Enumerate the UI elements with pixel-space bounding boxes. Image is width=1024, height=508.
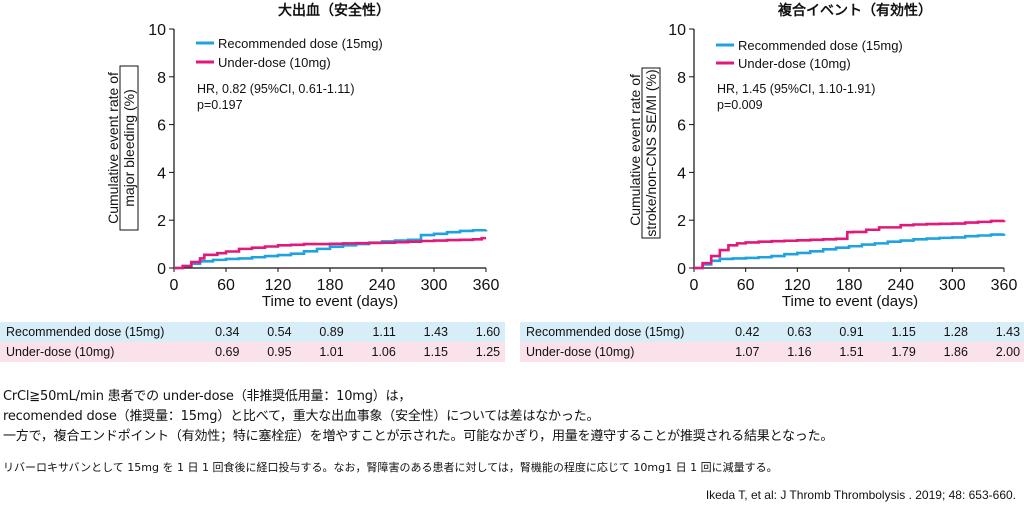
table-cell: 0.34: [215, 325, 240, 339]
table-cell: 1.01: [319, 345, 344, 359]
row-label: Recommended dose (15mg): [6, 325, 165, 339]
legend-label-recommended: Recommended dose (15mg): [218, 36, 383, 51]
chart-title-bleeding: 大出血（安全性）: [278, 3, 390, 19]
table-cell: 0.63: [787, 325, 812, 339]
y-axis-label-line2: stroke/non-CNS SE/MI (%): [643, 69, 659, 236]
y-tick-label: 10: [148, 22, 166, 39]
table-cell: 1.86: [943, 345, 968, 359]
p-value-text: p=0.009: [717, 98, 763, 112]
x-tick-label: 120: [784, 277, 811, 294]
table-cell: 1.16: [787, 345, 812, 359]
table-cell: 1.43: [423, 325, 448, 339]
table-cell: 1.60: [475, 325, 501, 339]
legend: Recommended dose (15mg) Under-dose (10mg…: [716, 38, 903, 71]
table-cell: 1.15: [891, 325, 916, 339]
y-tick-label: 4: [157, 165, 166, 182]
row-label: Recommended dose (15mg): [526, 325, 685, 339]
table-cell: 0.54: [267, 325, 292, 339]
x-tick-label: 120: [265, 277, 292, 294]
x-tick-label: 240: [369, 277, 396, 294]
table-row-recommended: Recommended dose (15mg) 0.34 0.54 0.89 1…: [0, 322, 505, 342]
x-axis-label: Time to event (days): [782, 293, 918, 310]
table-row-underdose: Under-dose (10mg) 0.69 0.95 1.01 1.06 1.…: [0, 342, 505, 362]
x-axis-label: Time to event (days): [262, 293, 398, 310]
legend-label-underdose: Under-dose (10mg): [738, 56, 851, 71]
x-tick-label: 60: [217, 277, 235, 294]
y-tick-label: 0: [677, 261, 686, 278]
table-cell: 0.95: [267, 345, 292, 359]
table-cell: 0.69: [215, 345, 240, 359]
y-tick-label: 8: [677, 70, 686, 87]
y-tick-label: 4: [677, 165, 686, 182]
summary-note-line2: recomended dose（推奨量：15mg）と比べて，重大な出血事象（安全…: [3, 409, 600, 424]
y-axis-label-box: [641, 67, 661, 239]
x-tick-label: 60: [737, 277, 755, 294]
table-cell: 1.28: [943, 325, 968, 339]
table-cell: 0.91: [839, 325, 864, 339]
composite-chart: Cumulative event rate of stroke/non-CNS …: [627, 22, 1018, 310]
y-tick-label: 10: [668, 22, 686, 39]
y-tick-label: 8: [157, 70, 166, 87]
table-cell: 1.79: [891, 345, 916, 359]
table-cell: 0.89: [319, 325, 344, 339]
table-cell: 1.25: [475, 345, 501, 359]
table-cell: 1.06: [371, 345, 396, 359]
hazard-ratio-text: HR, 0.82 (95%CI, 0.61-1.11): [197, 82, 354, 96]
risk-table-bleeding: Recommended dose (15mg) 0.34 0.54 0.89 1…: [0, 322, 505, 362]
table-cell: 1.51: [839, 345, 864, 359]
table-cell: 1.43: [995, 325, 1021, 339]
row-label: Under-dose (10mg): [526, 345, 635, 359]
hazard-ratio-text: HR, 1.45 (95%CI, 1.10-1.91): [717, 82, 875, 96]
y-tick-label: 2: [677, 213, 686, 230]
table-cell: 1.11: [372, 325, 396, 339]
p-value-text: p=0.197: [197, 98, 243, 112]
row-label: Under-dose (10mg): [6, 345, 115, 359]
y-axis-title: Cumulative event rate of stroke/non-CNS …: [627, 67, 661, 239]
x-tick-label: 0: [170, 277, 179, 294]
x-tick-label: 240: [887, 277, 914, 294]
y-tick-label: 0: [157, 261, 166, 278]
y-axis-title: Cumulative event rate of major bleeding …: [105, 65, 139, 231]
y-axis-label-line2: major bleeding (%): [121, 89, 137, 207]
series-line-recommended: [174, 228, 488, 270]
summary-note-line1: CrCl≧50mL/min 患者での under-dose（非推奨低用量：10m…: [3, 389, 412, 404]
legend-label-underdose: Under-dose (10mg): [218, 55, 331, 70]
legend: Recommended dose (15mg) Under-dose (10mg…: [196, 36, 383, 70]
series-line-recommended: [694, 233, 1006, 270]
y-tick-label: 2: [157, 213, 166, 230]
x-tick-label: 180: [317, 277, 344, 294]
x-tick-label: 360: [991, 277, 1018, 294]
x-tick-label: 300: [421, 277, 448, 294]
y-tick-label: 6: [157, 118, 166, 135]
x-tick-label: 300: [939, 277, 966, 294]
y-tick-label: 6: [677, 118, 686, 135]
chart-title-composite: 複合イベント（有効性）: [778, 3, 932, 19]
table-cell: 1.15: [423, 345, 448, 359]
table-cell: 1.07: [735, 345, 760, 359]
table-cell: 0.42: [735, 325, 760, 339]
table-row-underdose: Under-dose (10mg) 1.07 1.16 1.51 1.79 1.…: [520, 342, 1024, 362]
bleeding-chart: Cumulative event rate of major bleeding …: [105, 22, 500, 310]
series-line-underdose: [174, 236, 486, 270]
risk-table-composite: Recommended dose (15mg) 0.42 0.63 0.91 1…: [520, 322, 1024, 362]
x-tick-label: 360: [473, 277, 500, 294]
summary-note-line3: 一方で，複合エンドポイント（有効性；特に塞栓症）を増やすことが示された。可能なか…: [3, 429, 834, 444]
y-axis-label-line1: Cumulative event rate of: [627, 74, 643, 226]
y-axis-label-line1: Cumulative event rate of: [105, 72, 121, 224]
legend-label-recommended: Recommended dose (15mg): [738, 38, 903, 53]
table-cell: 2.00: [995, 345, 1021, 359]
dosage-note: リバーロキサバンとして 15mg を 1 日 1 回食後に経口投与する。なお，腎…: [3, 461, 778, 474]
table-row-recommended: Recommended dose (15mg) 0.42 0.63 0.91 1…: [520, 322, 1024, 342]
y-axis-label-box: [119, 65, 139, 231]
x-tick-label: 180: [836, 277, 863, 294]
citation: Ikeda T, et al: J Thromb Thrombolysis . …: [705, 488, 1016, 502]
x-tick-label: 0: [690, 277, 699, 294]
series-line-underdose: [694, 219, 1006, 270]
